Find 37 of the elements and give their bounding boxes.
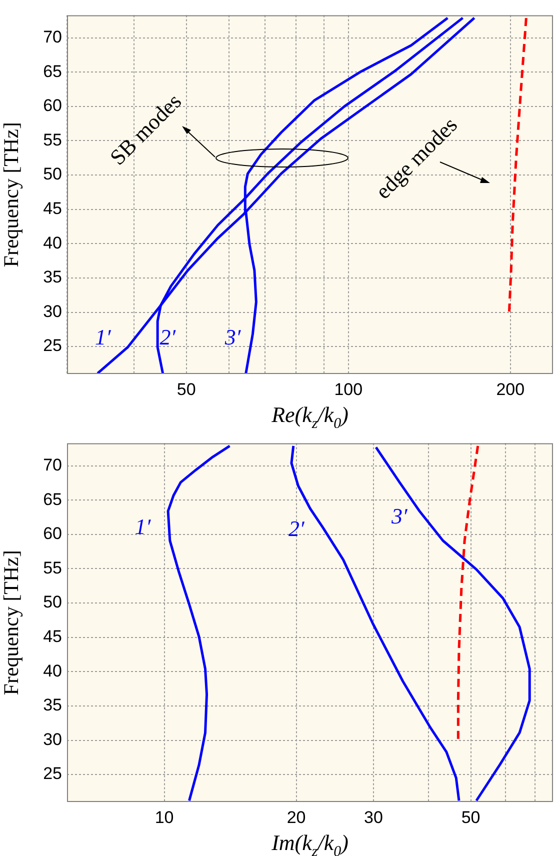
line-series: [456, 444, 480, 740]
y-tick-label: 60: [43, 524, 62, 544]
y-tick-label: 50: [43, 592, 62, 612]
x-tick-label: 10: [154, 808, 174, 827]
annotation: 1′: [95, 324, 112, 350]
x-tick-label: 100: [334, 380, 363, 399]
y-tick-label: 25: [43, 336, 62, 356]
annotation: 3′: [390, 504, 409, 529]
y-tick-label: 45: [43, 627, 62, 646]
y-tick-label: 30: [43, 302, 62, 321]
y-tick-label: 60: [43, 96, 62, 116]
y-tick-label: 40: [43, 233, 62, 252]
y-axis-title: Frequency [THz]: [0, 122, 24, 268]
y-tick-label: 65: [43, 490, 62, 509]
y-tick-label: 70: [43, 28, 62, 47]
y-tick-label: 45: [43, 199, 62, 218]
y-tick-label: 50: [43, 164, 62, 184]
annotation: 2′: [160, 324, 177, 350]
y-tick-label: 35: [43, 268, 62, 287]
annotation: 1′: [134, 514, 152, 540]
y-tick-label: 70: [43, 456, 62, 475]
annotation: 3′: [224, 324, 242, 350]
y-tick-label: 40: [43, 661, 62, 680]
x-tick-label: 30: [364, 808, 383, 827]
x-tick-label: 200: [496, 380, 525, 399]
y-tick-label: 30: [43, 730, 62, 749]
x-tick-label: 50: [176, 380, 196, 399]
y-tick-label: 55: [43, 558, 62, 578]
y-tick-label: 65: [43, 62, 62, 81]
y-tick-label: 35: [43, 696, 62, 715]
line-series: [508, 16, 528, 313]
x-tick-label: 50: [461, 808, 480, 827]
y-axis-title: Frequency [THz]: [0, 550, 24, 696]
y-tick-label: 25: [43, 764, 62, 784]
annotation: 2′: [288, 516, 306, 542]
y-tick-label: 55: [43, 130, 62, 150]
x-tick-label: 20: [286, 808, 306, 827]
